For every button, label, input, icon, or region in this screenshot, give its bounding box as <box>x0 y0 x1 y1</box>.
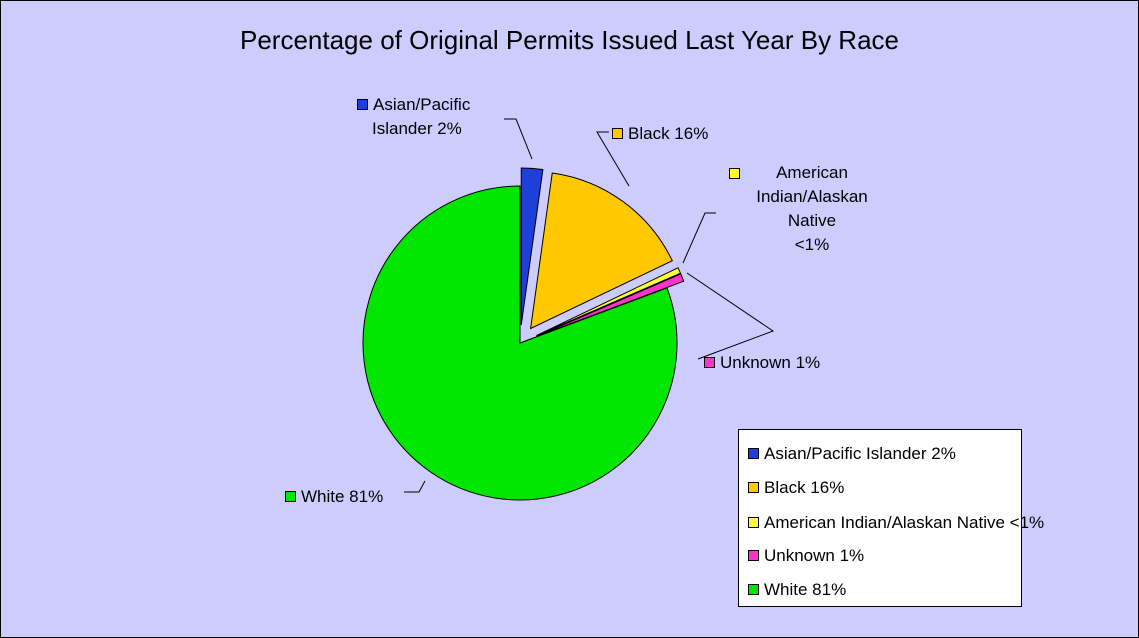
pie-slice-asian <box>520 167 544 326</box>
data-label-white: White 81% <box>285 485 383 509</box>
leader-line-american-indian <box>682 212 716 264</box>
chart-title: Percentage of Original Permits Issued La… <box>239 25 899 55</box>
data-label-black-text: Black 16% <box>628 124 709 143</box>
legend-label-asian: Asian/Pacific Islander 2% <box>764 444 956 463</box>
leader-lines <box>404 118 775 493</box>
data-label-asian-line1: Asian/Pacific <box>373 95 471 114</box>
legend-swatch-black <box>748 482 759 493</box>
leader-line-white <box>404 480 426 493</box>
data-label-asian: Asian/Pacific Islander 2% <box>357 93 470 141</box>
data-label-american-indian-swatch <box>729 168 740 179</box>
leader-line-asian <box>504 118 533 160</box>
data-label-american-indian: American Indian/Alaskan Native <1% <box>729 161 895 257</box>
pie-slice-unknown <box>536 273 685 337</box>
data-label-unknown-swatch <box>704 357 715 368</box>
pie-slice-white <box>362 185 678 501</box>
legend-item-white: White 81% <box>748 579 846 601</box>
data-label-black-swatch <box>612 128 623 139</box>
chart-legend: Asian/Pacific Islander 2% Black 16% Amer… <box>738 429 1044 607</box>
legend-swatch-asian <box>748 448 759 459</box>
data-label-asian-line2: Islander 2% <box>372 119 462 138</box>
leader-line-unknown <box>686 272 775 360</box>
legend-item-black: Black 16% <box>748 477 844 499</box>
data-label-unknown: Unknown 1% <box>704 351 820 375</box>
data-label-black: Black 16% <box>612 122 708 146</box>
data-label-american-indian-line1: American <box>776 163 848 182</box>
slices-layer <box>362 167 685 501</box>
data-label-unknown-text: Unknown 1% <box>720 353 821 372</box>
data-label-asian-swatch <box>357 99 368 110</box>
pie-slice-black <box>530 172 673 330</box>
legend-item-unknown: Unknown 1% <box>748 545 864 567</box>
pie-slice-american-indian <box>536 267 682 336</box>
data-label-american-indian-line3: Native <box>787 211 837 230</box>
legend-label-white: White 81% <box>764 580 847 599</box>
legend-swatch-unknown <box>748 550 759 561</box>
legend-item-asian: Asian/Pacific Islander 2% <box>748 443 956 465</box>
data-label-american-indian-line4: <1% <box>794 235 830 254</box>
data-label-white-swatch <box>285 491 296 502</box>
data-label-american-indian-line2: Indian/Alaskan <box>756 187 868 206</box>
legend-swatch-american-indian <box>748 517 759 528</box>
data-label-white-text: White 81% <box>301 487 384 506</box>
legend-label-black: Black 16% <box>764 478 845 497</box>
legend-swatch-white <box>748 584 759 595</box>
leader-line-black <box>596 131 630 187</box>
legend-item-american-indian: American Indian/Alaskan Native <1% <box>748 512 1044 534</box>
legend-label-unknown: Unknown 1% <box>764 546 865 565</box>
legend-label-american-indian: American Indian/Alaskan Native <1% <box>764 513 1045 532</box>
